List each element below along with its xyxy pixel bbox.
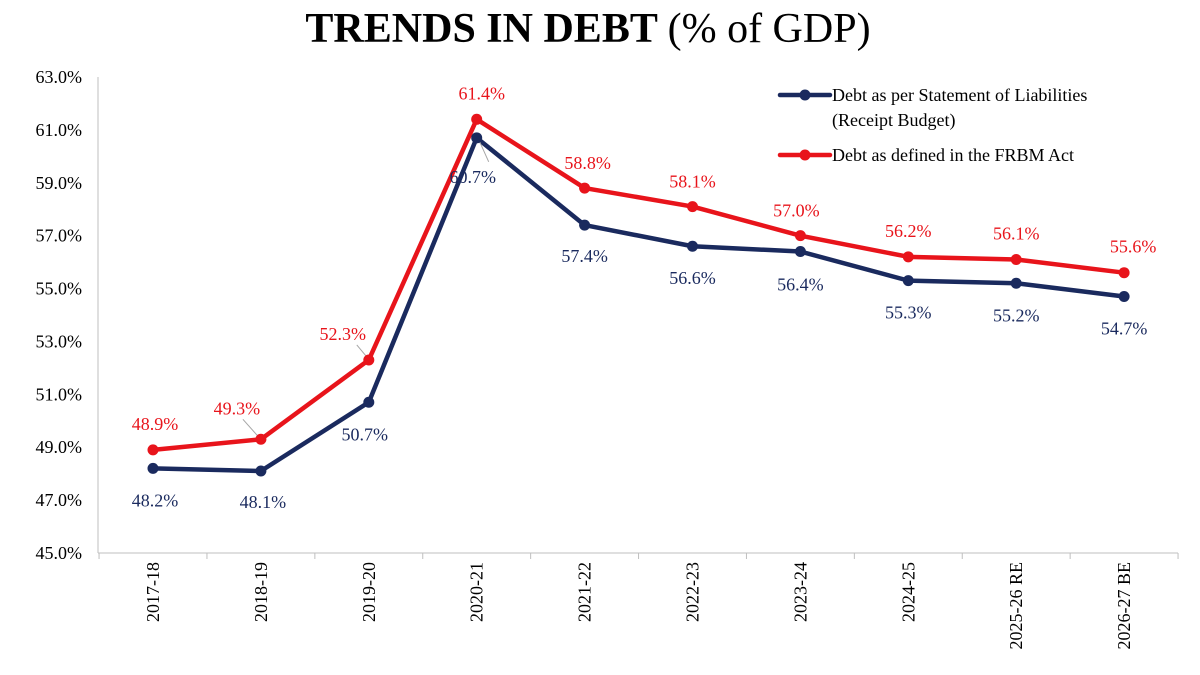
data-point	[363, 396, 375, 408]
x-tick-label: 2021-22	[575, 562, 595, 622]
x-tick-label: 2024-25	[898, 562, 918, 622]
y-tick-label: 51.0%	[36, 384, 83, 404]
x-tick-label: 2025-26 RE	[1006, 562, 1026, 650]
data-label: 57.0%	[773, 201, 820, 221]
y-tick-label: 59.0%	[36, 173, 83, 193]
data-point	[1010, 277, 1022, 289]
data-point	[255, 465, 267, 477]
data-label: 56.4%	[777, 275, 824, 295]
chart-axes: 45.0% 47.0% 49.0% 51.0% 53.0% 55.0% 57.0% 59.0%…	[36, 67, 1179, 650]
data-point	[794, 230, 806, 242]
data-label: 58.1%	[669, 172, 716, 192]
label-leader-line	[479, 141, 490, 163]
data-point	[1010, 253, 1022, 265]
data-point	[147, 462, 159, 474]
series-line-frbm	[150, 117, 1127, 453]
x-tick-label: 2020-21	[467, 562, 487, 622]
chart-title-sub: (% of GDP)	[667, 6, 871, 52]
y-tick-label: 61.0%	[36, 120, 83, 140]
data-point	[687, 240, 698, 252]
data-point	[579, 182, 591, 194]
data-label: 52.3%	[320, 324, 367, 344]
data-point	[687, 201, 698, 213]
label-leader-lines	[242, 141, 490, 438]
legend-label-line2: (Receipt Budget)	[832, 110, 955, 131]
data-label: 57.4%	[561, 246, 608, 266]
data-point	[471, 113, 483, 125]
data-labels: 48.2% 48.1% 50.7% 60.7% 57.4% 56.6% 56.4% 55.3%…	[132, 83, 1157, 512]
x-tick-label: 2019-20	[359, 562, 379, 622]
data-point	[1118, 267, 1130, 279]
data-label: 48.1%	[240, 492, 287, 512]
y-tick-label: 57.0%	[36, 226, 83, 246]
data-label: 56.6%	[669, 268, 716, 288]
data-point	[902, 251, 914, 263]
data-label: 56.1%	[993, 223, 1040, 243]
data-point	[255, 433, 267, 445]
data-label: 58.8%	[564, 153, 611, 173]
data-label: 55.6%	[1110, 237, 1157, 257]
x-tick-label: 2026-27 BE	[1114, 562, 1134, 650]
series-points	[147, 113, 1130, 477]
legend-label: Debt as defined in the FRBM Act	[832, 145, 1074, 165]
x-tick-label: 2022-23	[683, 562, 703, 622]
data-label: 48.9%	[132, 414, 179, 434]
data-label: 56.2%	[885, 221, 932, 241]
x-tick-label: 2018-19	[251, 562, 271, 622]
data-label: 55.3%	[885, 303, 932, 323]
data-point	[579, 219, 591, 231]
x-tick-label: 2023-24	[790, 562, 810, 622]
data-label: 54.7%	[1101, 318, 1148, 338]
data-label: 49.3%	[214, 398, 261, 418]
series-lines	[150, 117, 1127, 474]
y-tick-label: 55.0%	[36, 279, 83, 299]
y-tick-label: 49.0%	[36, 437, 83, 457]
label-leader-line	[242, 418, 260, 438]
chart-title-main: TRENDS IN DEBT	[305, 6, 658, 52]
legend-marker	[799, 89, 811, 101]
y-tick-label: 53.0%	[36, 331, 83, 351]
y-tick-label: 45.0%	[36, 543, 83, 563]
y-tick-label: 63.0%	[36, 67, 83, 87]
legend-marker	[799, 149, 811, 161]
series-line-statement-of-liabilities	[150, 135, 1127, 474]
data-label: 50.7%	[342, 424, 389, 444]
x-tick-label: 2017-18	[143, 562, 163, 622]
legend-label: Debt as per Statement of Liabilities	[832, 85, 1087, 105]
data-point	[902, 275, 914, 287]
data-point	[794, 246, 806, 258]
data-label: 48.2%	[132, 490, 179, 510]
y-tick-label: 47.0%	[36, 490, 83, 510]
data-label: 55.2%	[993, 305, 1040, 325]
data-label: 60.7%	[449, 167, 496, 187]
label-leader-line	[356, 344, 368, 358]
data-point	[147, 444, 159, 456]
data-label: 61.4%	[458, 83, 505, 103]
data-point	[1118, 290, 1130, 302]
data-point	[363, 354, 375, 366]
chart-legend: Debt as per Statement of Liabilities (Rec…	[777, 85, 1087, 165]
data-point	[471, 132, 483, 144]
chart-title: TRENDS IN DEBT (% of GDP)	[0, 2, 1176, 56]
